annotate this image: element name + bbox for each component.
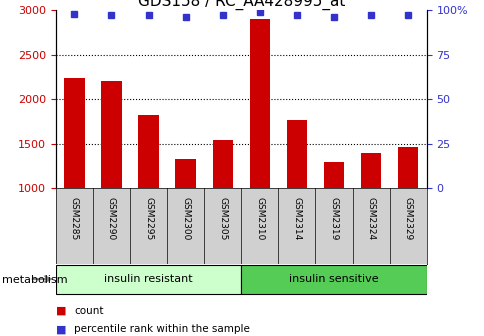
Text: GSM2314: GSM2314: [292, 197, 301, 241]
Text: GSM2324: GSM2324: [366, 197, 375, 240]
Bar: [64, 78, 84, 188]
Bar: [101, 81, 121, 188]
Text: metabolism: metabolism: [2, 275, 68, 285]
Text: ■: ■: [56, 324, 66, 334]
Text: GSM2300: GSM2300: [181, 197, 190, 241]
Text: GSM2310: GSM2310: [255, 197, 264, 241]
Bar: [397, 147, 418, 188]
Text: insulin resistant: insulin resistant: [104, 274, 193, 284]
Bar: [138, 115, 158, 188]
Bar: [249, 19, 270, 188]
Text: GSM2290: GSM2290: [106, 197, 116, 241]
Bar: [56, 265, 241, 294]
Text: GSM2285: GSM2285: [70, 197, 79, 241]
Text: GSM2319: GSM2319: [329, 197, 338, 241]
Bar: [175, 159, 196, 188]
Text: percentile rank within the sample: percentile rank within the sample: [74, 324, 250, 334]
Bar: [241, 265, 426, 294]
Text: GSM2305: GSM2305: [218, 197, 227, 241]
Text: GSM2329: GSM2329: [403, 197, 412, 241]
Bar: [360, 153, 380, 188]
Text: GSM2295: GSM2295: [144, 197, 153, 241]
Title: GDS158 / RC_AA428995_at: GDS158 / RC_AA428995_at: [137, 0, 344, 10]
Bar: [323, 162, 344, 188]
Text: ■: ■: [56, 306, 66, 316]
Text: insulin sensitive: insulin sensitive: [288, 274, 378, 284]
Bar: [212, 140, 232, 188]
Bar: [286, 121, 306, 188]
Text: count: count: [74, 306, 104, 316]
